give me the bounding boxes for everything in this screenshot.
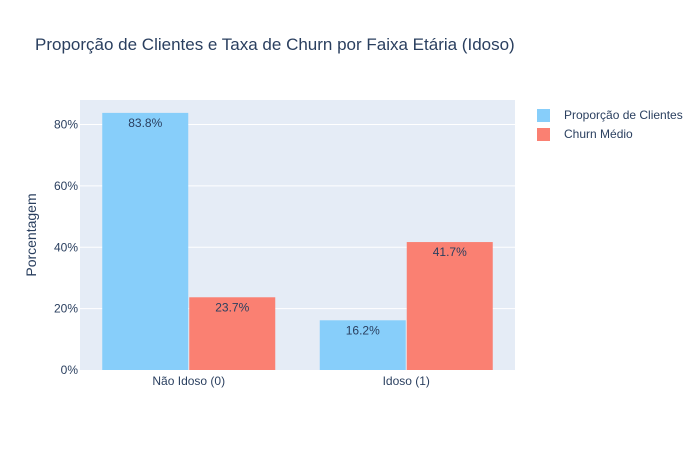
x-tick-label: Idoso (1) [383, 374, 430, 388]
data-label: 41.7% [433, 245, 467, 259]
y-tick-label: 20% [54, 302, 78, 316]
data-label: 16.2% [346, 323, 380, 337]
x-axis-ticks: Não Idoso (0) Idoso (1) [152, 374, 430, 388]
data-label: 83.8% [128, 116, 162, 130]
bar[interactable] [319, 320, 406, 370]
legend-label: Churn Médio [564, 127, 633, 141]
legend-item[interactable]: Proporção de Clientes [537, 108, 683, 122]
bar[interactable] [406, 242, 493, 370]
data-labels: 83.8% 23.7% 16.2% 41.7% [128, 116, 467, 337]
y-axis-title: Porcentagem [23, 193, 39, 276]
y-tick-label: 60% [54, 179, 78, 193]
legend-item[interactable]: Churn Médio [537, 127, 633, 141]
y-tick-label: 80% [54, 118, 78, 132]
legend[interactable]: Proporção de Clientes Churn Médio [537, 108, 683, 141]
bar[interactable] [189, 297, 276, 370]
y-tick-label: 0% [61, 363, 79, 377]
legend-swatch [537, 109, 550, 122]
legend-swatch [537, 128, 550, 141]
y-axis-ticks: 0% 20% 40% 60% 80% [54, 118, 78, 377]
y-tick-label: 40% [54, 240, 78, 254]
data-label: 23.7% [215, 300, 249, 314]
chart-title: Proporção de Clientes e Taxa de Churn po… [35, 35, 515, 54]
legend-label: Proporção de Clientes [564, 108, 683, 122]
bars [102, 112, 493, 371]
x-tick-label: Não Idoso (0) [152, 374, 225, 388]
bar[interactable] [102, 112, 189, 371]
